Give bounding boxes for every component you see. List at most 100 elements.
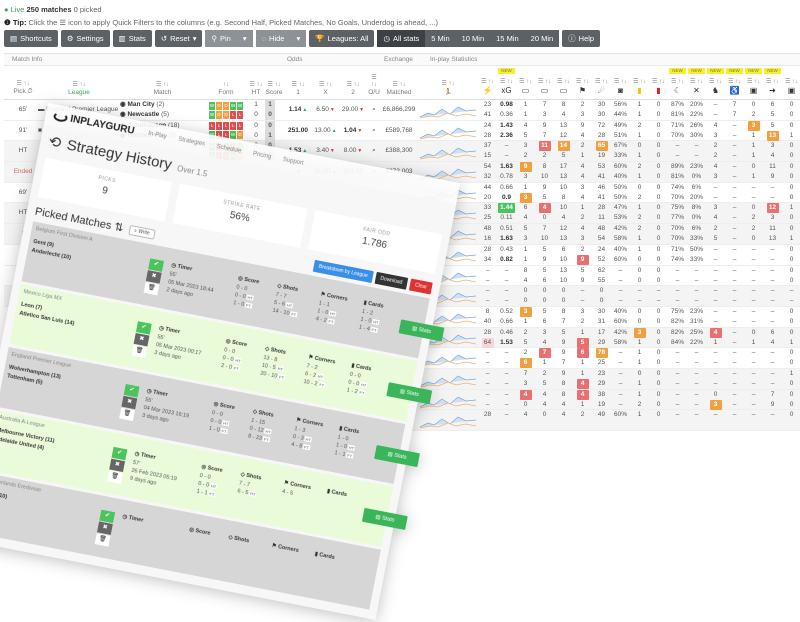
search-input[interactable]: ⌕ Write (128, 224, 156, 240)
odds-o2[interactable]: 8.00 ▼ (338, 141, 368, 161)
pin-button[interactable]: ⚲ Pin (205, 30, 237, 47)
column-header-match[interactable]: ☰ ↑↓ Match (120, 66, 205, 99)
column-header-fouls[interactable]: NEW ☰ ↑↓ ♿ (725, 66, 744, 99)
odds-ox[interactable]: 13.00 ▲ (313, 121, 338, 141)
10-min-button[interactable]: 10 Min (455, 30, 491, 47)
column-header-yellow-card[interactable]: ☰ ↑↓ ▮ (630, 66, 649, 99)
15-min-button[interactable]: 15 Min (490, 30, 525, 47)
delete-button[interactable]: 🗑 (131, 344, 148, 359)
stats-button[interactable]: ▥ Stats (386, 382, 433, 405)
match-cell[interactable]: ◉ Man City (2) ◉ Newcastle (5) (120, 100, 205, 120)
column-header-form[interactable]: ↑↓ Form (205, 66, 247, 99)
sort-icon[interactable]: ☰ ↑↓ (291, 82, 305, 88)
sort-icon[interactable]: ☰ ↑↓ (594, 79, 609, 85)
sort-icon[interactable]: ↑↓ (223, 82, 229, 88)
sort-icon[interactable]: ☰ ↑↓ (632, 79, 647, 85)
column-header-possession[interactable]: ☰ ↑↓ ◙ (611, 66, 630, 99)
shortcuts-button[interactable]: ▤ Shortcuts (4, 30, 58, 47)
delete-button[interactable]: 🗑 (119, 407, 135, 422)
column-header-matched[interactable]: ☰ ↑↓ Matched (380, 66, 418, 99)
help-button[interactable]: ⓘ Help (562, 30, 601, 47)
away-team[interactable]: ◉ Newcastle (5) (120, 110, 169, 120)
column-header-inplay[interactable]: ☰ ↑↓ 🏃 (418, 66, 478, 99)
magnifier-icon[interactable]: ⌕ (372, 147, 376, 155)
column-header-score[interactable]: ☰ ↑↓ Score (265, 66, 283, 99)
column-header-corners[interactable]: ☰ ↑↓ ⚑ (573, 66, 592, 99)
inplay-chart[interactable] (418, 348, 478, 368)
sort-icon[interactable]: ☰ ↑↓ (318, 82, 333, 88)
pin-dropdown[interactable]: ▾ (236, 30, 253, 47)
clear-button[interactable]: Clear (409, 278, 433, 295)
delete-button[interactable]: 🗑 (106, 470, 123, 484)
column-header-saves[interactable]: NEW ☰ ↑↓ ▣ (744, 66, 763, 99)
column-header-tackles[interactable]: NEW ☰ ↑↓ ♞ (706, 66, 725, 99)
ou-cell[interactable]: ⌕ (368, 100, 380, 120)
sort-icon[interactable]: ☰ ↑↓ (784, 79, 799, 85)
sort-icon[interactable]: ☰ ↑↓ (249, 82, 263, 88)
hide-dropdown[interactable]: ▾ (290, 30, 307, 47)
column-header-shots-off-target[interactable]: ☰ ↑↓ ▭ (535, 66, 554, 99)
column-header-attacks[interactable]: ☰ ↑↓ ⚡ (478, 66, 497, 99)
column-header-pressure[interactable]: NEW ☰ ↑↓ ☾ (668, 66, 687, 99)
inplay-chart[interactable] (418, 410, 478, 430)
sort-icon[interactable]: ☰ ↑↓ (155, 82, 170, 88)
inplay-chart[interactable] (418, 369, 478, 389)
column-header-dangerous-attacks[interactable]: ☰ ↑↓ ☄ (592, 66, 611, 99)
odds-o1[interactable]: 251.00 (283, 121, 313, 141)
column-header-var[interactable]: ☰ ↑↓ ▣ (782, 66, 800, 99)
nav-in-play[interactable]: In-Play (147, 130, 168, 141)
odds-o2[interactable]: 29.00 ▼ (338, 100, 368, 120)
nav-schedule[interactable]: Schedule (216, 144, 242, 155)
all-stats-button[interactable]: ◷ All stats (377, 30, 426, 47)
sort-icon[interactable]: ☰ ↑↓ (708, 79, 723, 85)
reset-button[interactable]: ↺ Reset ▾ (154, 30, 203, 47)
sort-icon[interactable]: ☰ ↑↓ (371, 75, 377, 88)
sort-icon[interactable]: ☰ ↑↓ (346, 82, 360, 88)
column-header-league[interactable]: ☰ ↑↓ League (38, 66, 120, 99)
inplay-chart[interactable] (418, 141, 478, 161)
sort-icon[interactable]: ☰ ↑↓ (480, 79, 495, 85)
inplay-chart[interactable] (418, 100, 478, 120)
sort-icon[interactable]: ☰ ↑↓ (392, 82, 406, 88)
stats-button[interactable]: ▥ Stats (361, 507, 408, 530)
stats-button[interactable]: ▥ Stats (112, 30, 152, 47)
column-header-xg[interactable]: NEW ☰ ↑↓ xG (497, 66, 516, 99)
column-header-shots-on-target[interactable]: ☰ ↑↓ ▭ (516, 66, 535, 99)
sort-icon[interactable]: ☰ ↑↓ (689, 79, 704, 85)
odds-o2[interactable]: 1.04 ▼ (338, 121, 368, 141)
nav-pricing[interactable]: Pricing (252, 151, 272, 161)
column-header-blocked-shots[interactable]: ☰ ↑↓ ▭ (554, 66, 573, 99)
sort-icon[interactable]: ☰ ↑↓ (537, 79, 552, 85)
delete-button[interactable]: 🗑 (94, 533, 111, 547)
sort-icon[interactable]: ☰ ↑↓ (518, 79, 533, 85)
sort-icon[interactable]: ☰ ↑↓ (727, 79, 742, 85)
column-header-o2[interactable]: ☰ ↑↓ 2 (338, 66, 368, 99)
column-header-throw-ins[interactable]: NEW ☰ ↑↓ ➜ (763, 66, 782, 99)
column-header-ou[interactable]: ☰ ↑↓ O/U (368, 66, 380, 99)
stats-button[interactable]: ▥ Stats (374, 445, 420, 468)
settings-button[interactable]: ⚙ Settings (60, 30, 110, 47)
odds-ox[interactable]: 6.50 ▼ (313, 100, 338, 120)
sort-icon[interactable]: ☰ ↑↓ (746, 79, 761, 85)
column-header-red-card[interactable]: ☰ ↑↓ ▮ (649, 66, 668, 99)
sort-icon[interactable]: ☰ ↑↓ (613, 79, 628, 85)
home-team[interactable]: ◉ Man City (2) (120, 100, 164, 110)
sort-icon[interactable]: ☰ ↑↓ (72, 82, 86, 88)
sort-icon[interactable]: ☰ ↑↓ (441, 81, 455, 87)
magnifier-icon[interactable]: ⌕ (372, 126, 376, 134)
delete-button[interactable]: 🗑 (143, 281, 160, 296)
sort-icon[interactable]: ☰ ↑↓ (556, 79, 571, 85)
hide-button[interactable]: ◌ Hide (255, 30, 291, 47)
ou-cell[interactable]: ⌕ (368, 121, 380, 141)
leagues-button[interactable]: 🏆 Leagues: All (309, 30, 375, 47)
sort-icon[interactable]: ☰ ↑↓ (765, 79, 780, 85)
sort-icon[interactable]: ☰ ↑↓ (499, 79, 514, 85)
magnifier-icon[interactable]: ⌕ (372, 106, 376, 113)
sort-icon[interactable]: ☰ ↑↓ (267, 82, 281, 88)
nav-support[interactable]: Support (282, 156, 304, 167)
5-min-button[interactable]: 5 Min (425, 30, 456, 47)
inplay-chart[interactable] (418, 121, 478, 141)
column-header-ht[interactable]: ☰ ↑↓ HT (247, 66, 265, 99)
column-header-o1[interactable]: ☰ ↑↓ 1 (283, 66, 313, 99)
20-min-button[interactable]: 20 Min (524, 30, 560, 47)
